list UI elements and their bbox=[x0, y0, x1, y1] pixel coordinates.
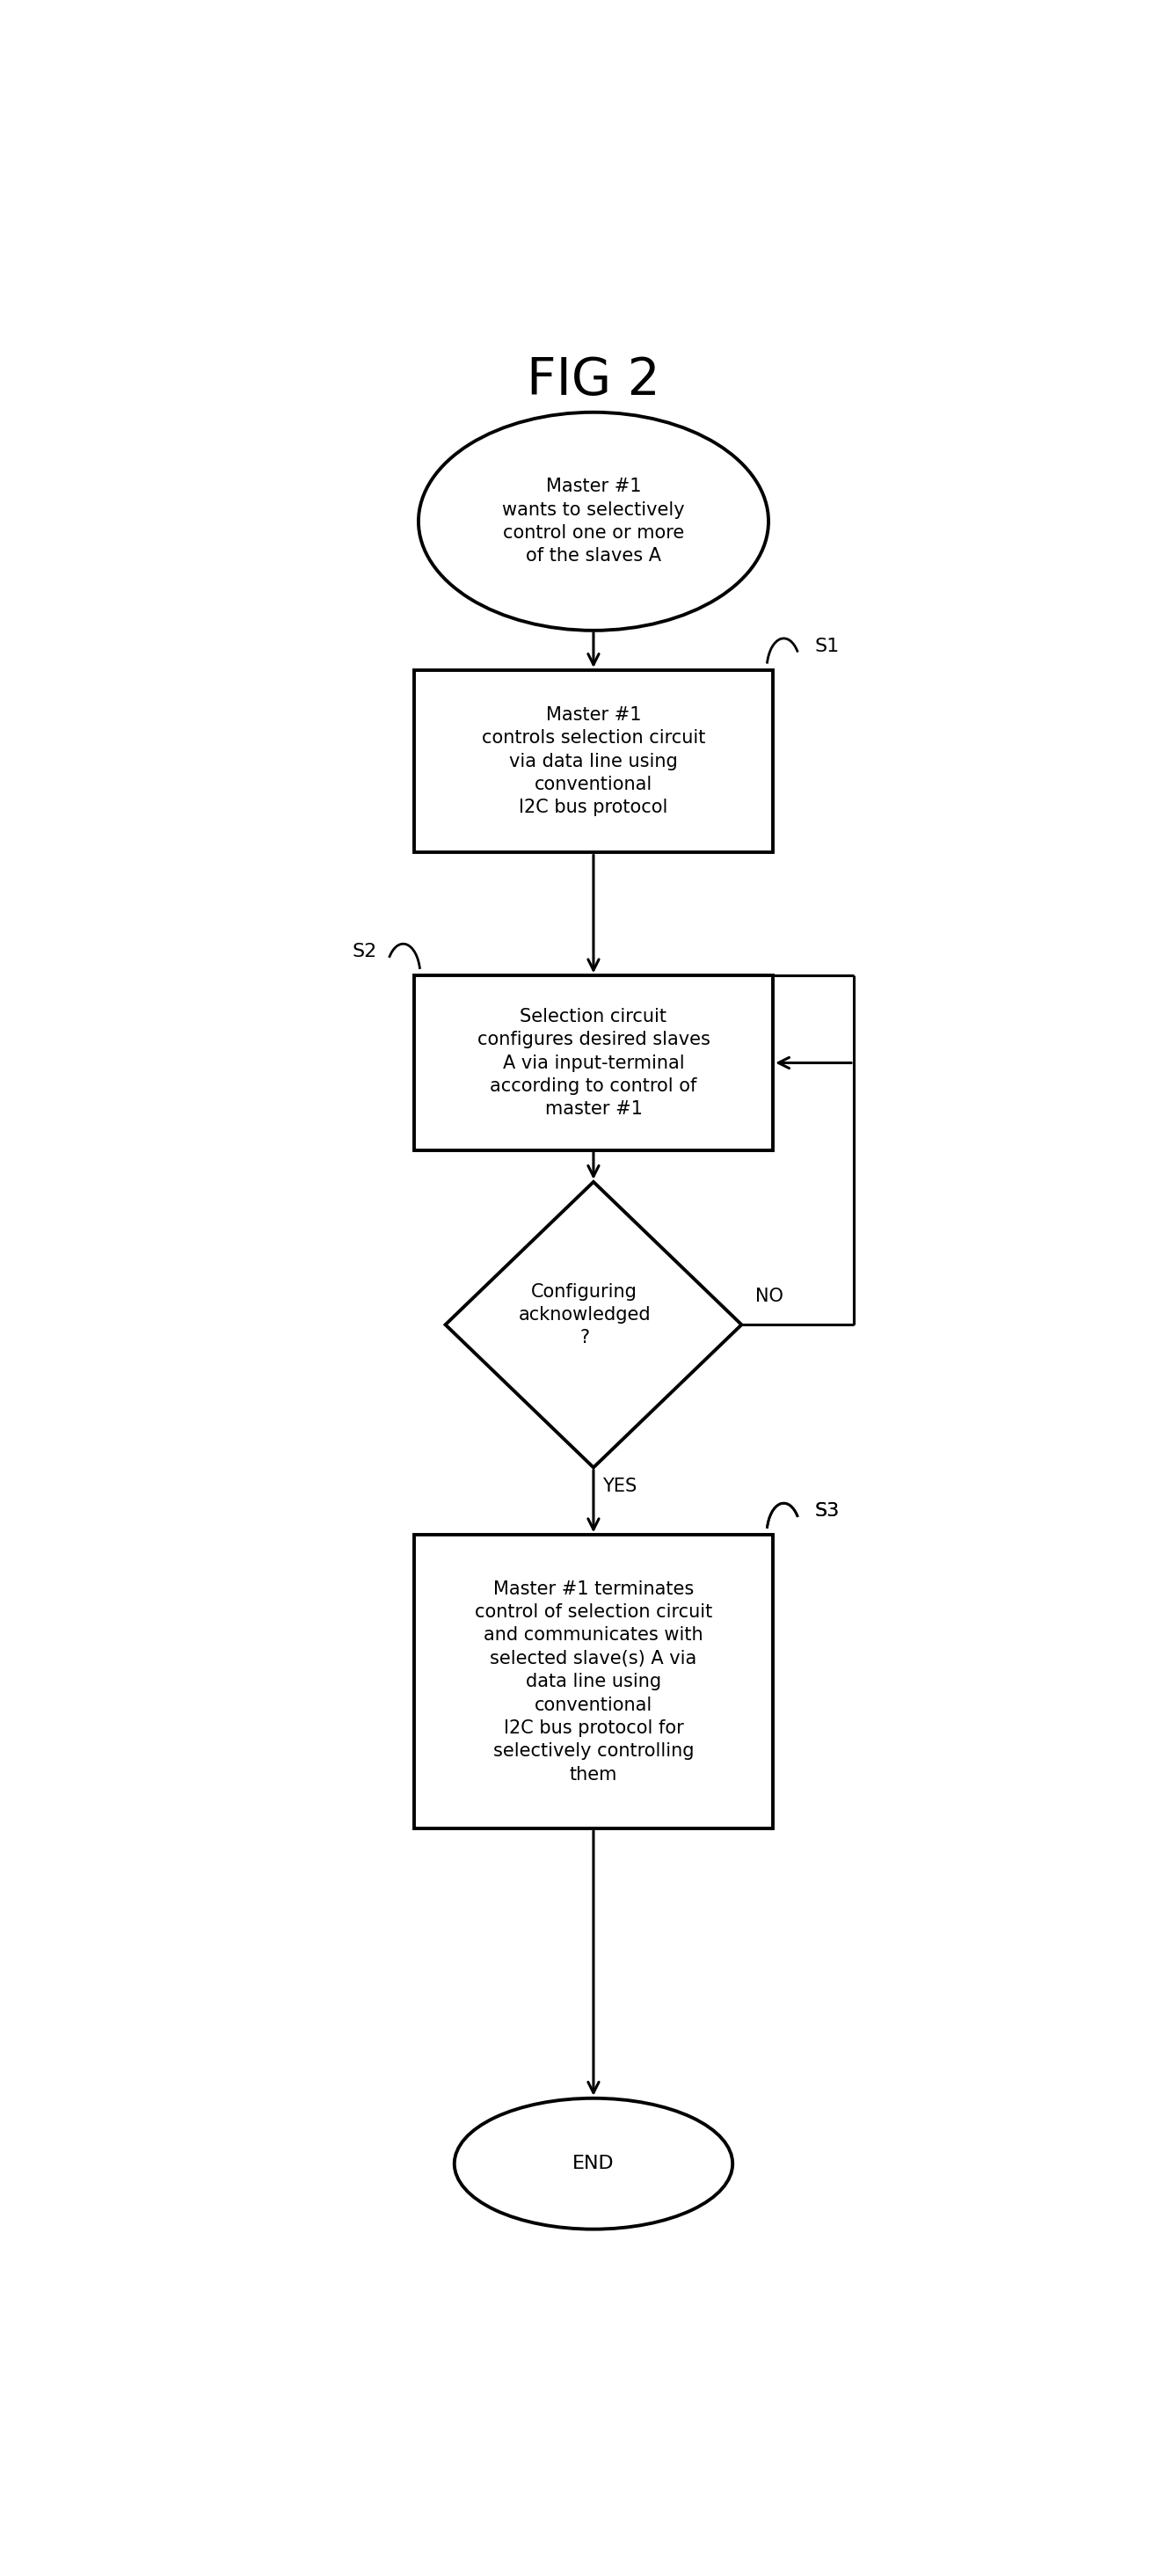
Text: YES: YES bbox=[602, 1479, 637, 1494]
Text: Selection circuit
configures desired slaves
A via input-terminal
according to co: Selection circuit configures desired sla… bbox=[477, 1007, 710, 1118]
Text: S1: S1 bbox=[814, 636, 840, 654]
Text: END: END bbox=[572, 2156, 615, 2172]
Ellipse shape bbox=[454, 2099, 733, 2228]
Text: S3: S3 bbox=[814, 1502, 840, 1520]
Bar bbox=[415, 1535, 772, 1829]
Text: S2: S2 bbox=[352, 943, 378, 961]
Text: Master #1 terminates
control of selection circuit
and communicates with
selected: Master #1 terminates control of selectio… bbox=[475, 1579, 712, 1783]
Text: S3: S3 bbox=[814, 1502, 840, 1520]
Text: Master #1
controls selection circuit
via data line using
conventional
I2C bus pr: Master #1 controls selection circuit via… bbox=[482, 706, 705, 817]
Ellipse shape bbox=[418, 412, 769, 631]
Polygon shape bbox=[446, 1182, 741, 1468]
Bar bbox=[415, 670, 772, 853]
Text: NO: NO bbox=[755, 1288, 783, 1306]
Text: FIG 2: FIG 2 bbox=[527, 355, 660, 404]
Bar bbox=[415, 976, 772, 1149]
Text: Master #1
wants to selectively
control one or more
of the slaves A: Master #1 wants to selectively control o… bbox=[503, 477, 684, 564]
Text: Configuring
acknowledged
?: Configuring acknowledged ? bbox=[519, 1283, 651, 1347]
